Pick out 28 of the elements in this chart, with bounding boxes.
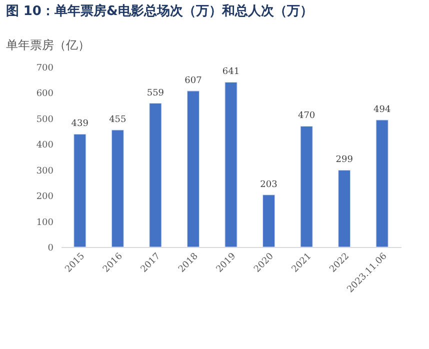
data-label: 439 — [71, 119, 89, 130]
chart-title: 图 10：单年票房&电影总场次（万）和总人次（万） — [6, 3, 313, 19]
y-tick-label: 500 — [36, 114, 54, 125]
bar — [74, 134, 86, 248]
bar — [262, 194, 276, 248]
bar — [300, 126, 313, 248]
data-label: 641 — [222, 67, 240, 78]
bar — [224, 82, 238, 248]
y-tick-label: 100 — [36, 218, 54, 228]
data-label: 607 — [184, 76, 202, 86]
data-label: 203 — [260, 180, 278, 190]
data-label: 299 — [336, 155, 354, 166]
bar — [338, 170, 351, 248]
bar — [186, 90, 200, 248]
y-tick-label: 400 — [36, 140, 54, 151]
chart-subtitle: 单年票房（亿） — [6, 38, 90, 52]
y-tick-label: 0 — [48, 244, 54, 254]
data-label: 494 — [374, 104, 391, 115]
y-tick-label: 600 — [36, 89, 54, 100]
data-label: 559 — [146, 88, 164, 98]
y-tick-label: 300 — [36, 166, 54, 176]
bar — [376, 120, 388, 248]
bar — [149, 102, 162, 248]
data-label: 470 — [298, 111, 316, 122]
data-label: 455 — [109, 115, 127, 125]
y-tick-label: 700 — [36, 64, 54, 74]
y-tick-label: 200 — [36, 192, 54, 202]
bar — [111, 130, 124, 248]
